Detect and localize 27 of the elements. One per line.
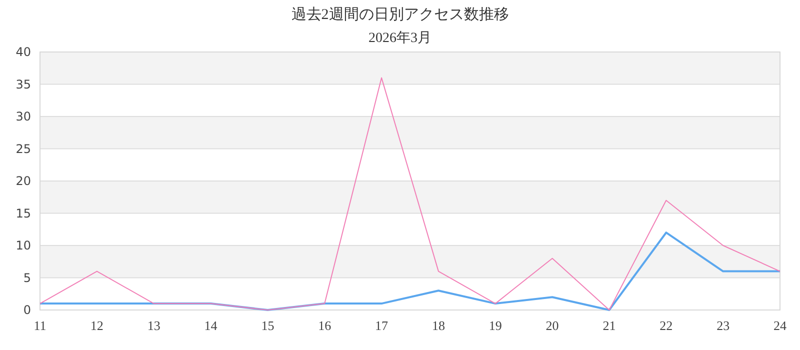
x-tick-label: 16: [318, 318, 332, 333]
x-tick-label: 20: [546, 318, 559, 333]
x-tick-label: 17: [375, 318, 389, 333]
y-tick-label: 30: [16, 110, 31, 124]
x-tick-label: 12: [90, 318, 104, 333]
y-tick-label: 10: [16, 238, 31, 252]
x-tick-label: 13: [147, 318, 160, 333]
x-tick-label: 18: [432, 318, 445, 333]
x-tick-label: 14: [204, 318, 218, 333]
line-series: [39, 232, 781, 311]
x-tick-label: 24: [774, 318, 787, 333]
chart-title: 過去2週間の日別アクセス数推移: [291, 6, 509, 23]
chart-subtitle: 2026年3月: [368, 30, 432, 46]
x-tick-label: 22: [660, 318, 673, 333]
y-tick-label: 0: [23, 303, 31, 317]
line-series: [40, 77, 780, 310]
y-tick-label: 25: [16, 142, 31, 156]
y-tick-label: 15: [16, 206, 31, 220]
y-tick-label: 5: [23, 270, 31, 285]
y-tick-label: 35: [16, 77, 31, 92]
x-tick-label: 23: [716, 318, 730, 333]
x-tick-label: 21: [602, 318, 616, 333]
y-tick-label: 20: [16, 174, 31, 188]
x-tick-label: 15: [261, 318, 274, 333]
x-tick-label: 19: [488, 318, 502, 333]
y-tick-label: 40: [16, 45, 31, 59]
x-tick-label: 11: [34, 318, 46, 333]
